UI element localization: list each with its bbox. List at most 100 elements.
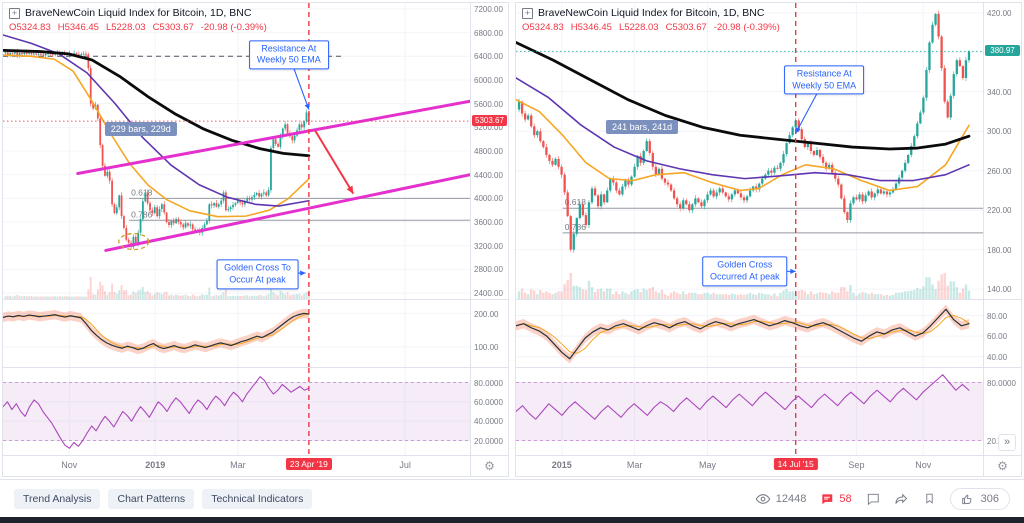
indicator2-axis[interactable]: 80.0000 60.0000 40.0000 20.0000 (470, 368, 508, 456)
price-axis[interactable]: 2400.00 2800.00 3200.00 3600.00 4000.00 4400.… (470, 3, 508, 300)
views-stat: 12448 (755, 491, 807, 507)
share-icon (895, 493, 907, 504)
callout-annotation-0[interactable]: Resistance At Weekly 50 EMA (784, 65, 865, 95)
y-axis-tick: 60.00 (987, 332, 1008, 342)
x-axis-tick: Jul (399, 460, 411, 471)
chart-settings-icon[interactable]: ⚙ (484, 459, 495, 474)
y-axis-tick: 7200.00 (474, 4, 503, 14)
y-axis-tick: 20.0000 (474, 436, 503, 446)
price-chart-canvas[interactable]: 0.618 0.786 (3, 3, 470, 299)
comments-stat[interactable]: 58 (820, 492, 852, 506)
price-axis[interactable]: 140.00 180.00 220.00 260.00 300.00 340.00 380.… (983, 3, 1021, 300)
share-button[interactable] (894, 491, 909, 506)
likes-count: 306 (980, 492, 999, 505)
y-axis-tick: 2400.00 (474, 289, 503, 299)
y-axis-tick: 200.00 (474, 309, 499, 319)
chart-workspace: 0.618 0.786 2400.00 2800.00 3200.00 3600.00 4… (2, 2, 1022, 477)
idea-footer: Trend Analysis Chart Patterns Technical … (0, 479, 1024, 517)
chart-panel-left: 0.618 0.786 2400.00 2800.00 3200.00 3600.00 4… (2, 2, 509, 477)
comment-filled-icon (822, 493, 833, 504)
y-axis-tick: 180.00 (987, 245, 1012, 255)
x-axis-tick: 2015 (551, 460, 572, 471)
tag-technical-indicators[interactable]: Technical Indicators (202, 488, 313, 509)
y-axis-tick: 5600.00 (474, 99, 503, 109)
svg-text:0.618: 0.618 (565, 197, 587, 207)
indicator2-canvas[interactable] (3, 368, 470, 456)
callout-annotation-1[interactable]: Golden Cross To Occur At peak (216, 259, 299, 289)
selected-date-label: 23 Apr '19 (285, 458, 332, 471)
last-price-label: 380.97 (985, 45, 1020, 57)
y-axis-tick: 140.00 (987, 285, 1012, 295)
views-count: 12448 (775, 492, 807, 505)
y-axis-tick: 80.00 (987, 311, 1008, 321)
svg-text:0.786: 0.786 (565, 222, 587, 232)
like-button[interactable]: 306 (949, 487, 1010, 510)
x-axis-tick: Mar (230, 460, 246, 471)
y-axis-tick: 80.0000 (987, 378, 1016, 388)
tag-trend-analysis[interactable]: Trend Analysis (14, 488, 101, 509)
y-axis-tick: 220.00 (987, 206, 1012, 216)
y-axis-tick: 4000.00 (474, 194, 503, 204)
x-axis-tick: Nov (915, 460, 932, 471)
svg-text:0.786: 0.786 (131, 209, 153, 219)
bars-counter-badge[interactable]: 241 bars, 241d (606, 120, 679, 135)
indicator1-canvas[interactable] (3, 300, 470, 368)
y-axis-tick: 3200.00 (474, 241, 503, 251)
bottom-strip (0, 517, 1024, 523)
bars-counter-badge[interactable]: 229 bars, 229d (104, 122, 177, 137)
x-axis-tick: 2019 (145, 460, 166, 471)
selected-date-label: 14 Jul '15 (773, 458, 818, 471)
callout-annotation-1[interactable]: Golden Cross Occurred At peak (702, 256, 788, 287)
comments-count: 58 (839, 492, 852, 505)
main-price-pane-left: 0.618 0.786 2400.00 2800.00 3200.00 3600.00 4… (3, 3, 508, 301)
indicator1-axis[interactable]: 200.00 100.00 (470, 300, 508, 368)
eye-icon (755, 493, 771, 504)
y-axis-tick: 100.00 (474, 343, 499, 353)
indicator1-canvas[interactable] (516, 300, 983, 368)
time-axis-left[interactable]: Nov 2019 Mar Jul 23 Apr '19 ⚙ (3, 456, 508, 476)
indicator-pane-1-right: 80.00 60.00 40.00 (516, 300, 1021, 369)
thumbs-up-icon (961, 494, 972, 504)
bookmark-button[interactable] (923, 492, 936, 505)
y-axis-tick: 260.00 (987, 166, 1012, 176)
x-axis-tick: Nov (61, 460, 78, 471)
x-axis-tick: May (698, 460, 716, 471)
callout-annotation-0[interactable]: Resistance At Weekly 50 EMA (248, 39, 329, 70)
comment-button[interactable] (866, 492, 880, 506)
svg-text:0.618: 0.618 (131, 187, 153, 197)
y-axis-tick: 2800.00 (474, 265, 503, 275)
chart-panel-right: 0.618 0.786 140.00 180.00 220.00 260.00 300.0… (515, 2, 1022, 477)
indicator-pane-1-left: 200.00 100.00 (3, 300, 508, 369)
collapse-pane-button[interactable]: » (998, 434, 1016, 452)
indicator-pane-2-left: 80.0000 60.0000 40.0000 20.0000 (3, 368, 508, 457)
y-axis-tick: 5200.00 (474, 123, 503, 133)
y-axis-tick: 80.0000 (474, 378, 503, 388)
tag-chart-patterns[interactable]: Chart Patterns (108, 488, 195, 509)
idea-stats: 12448 58 306 (755, 487, 1010, 510)
bookmark-icon (925, 493, 933, 504)
indicator1-axis[interactable]: 80.00 60.00 40.00 (983, 300, 1021, 368)
y-axis-tick: 4800.00 (474, 147, 503, 156)
y-axis-tick: 6000.00 (474, 75, 503, 85)
y-axis-tick: 40.00 (987, 352, 1008, 362)
price-chart-canvas[interactable]: 0.618 0.786 (516, 3, 983, 299)
y-axis-tick: 300.00 (987, 127, 1012, 137)
time-axis-right[interactable]: 2015 Mar May Sep Nov 14 Jul '15 ⚙ (516, 456, 1021, 476)
x-axis-tick: Sep (848, 460, 865, 471)
y-axis-tick: 40.0000 (474, 417, 503, 427)
indicator2-canvas[interactable] (516, 368, 983, 456)
main-price-pane-right: 0.618 0.786 140.00 180.00 220.00 260.00 300.0… (516, 3, 1021, 301)
chart-settings-icon[interactable]: ⚙ (997, 459, 1008, 474)
y-axis-tick: 4400.00 (474, 170, 503, 180)
y-axis-tick: 6800.00 (474, 28, 503, 38)
y-axis-tick: 340.00 (987, 87, 1012, 97)
last-price-label: 5303.67 (472, 115, 507, 127)
y-axis-tick: 6400.00 (474, 52, 503, 62)
y-axis-tick: 3600.00 (474, 218, 503, 228)
y-axis-tick: 420.00 (987, 8, 1012, 18)
comment-outline-icon (867, 493, 879, 505)
y-axis-tick: 60.0000 (474, 398, 503, 408)
tag-list: Trend Analysis Chart Patterns Technical … (14, 488, 313, 509)
